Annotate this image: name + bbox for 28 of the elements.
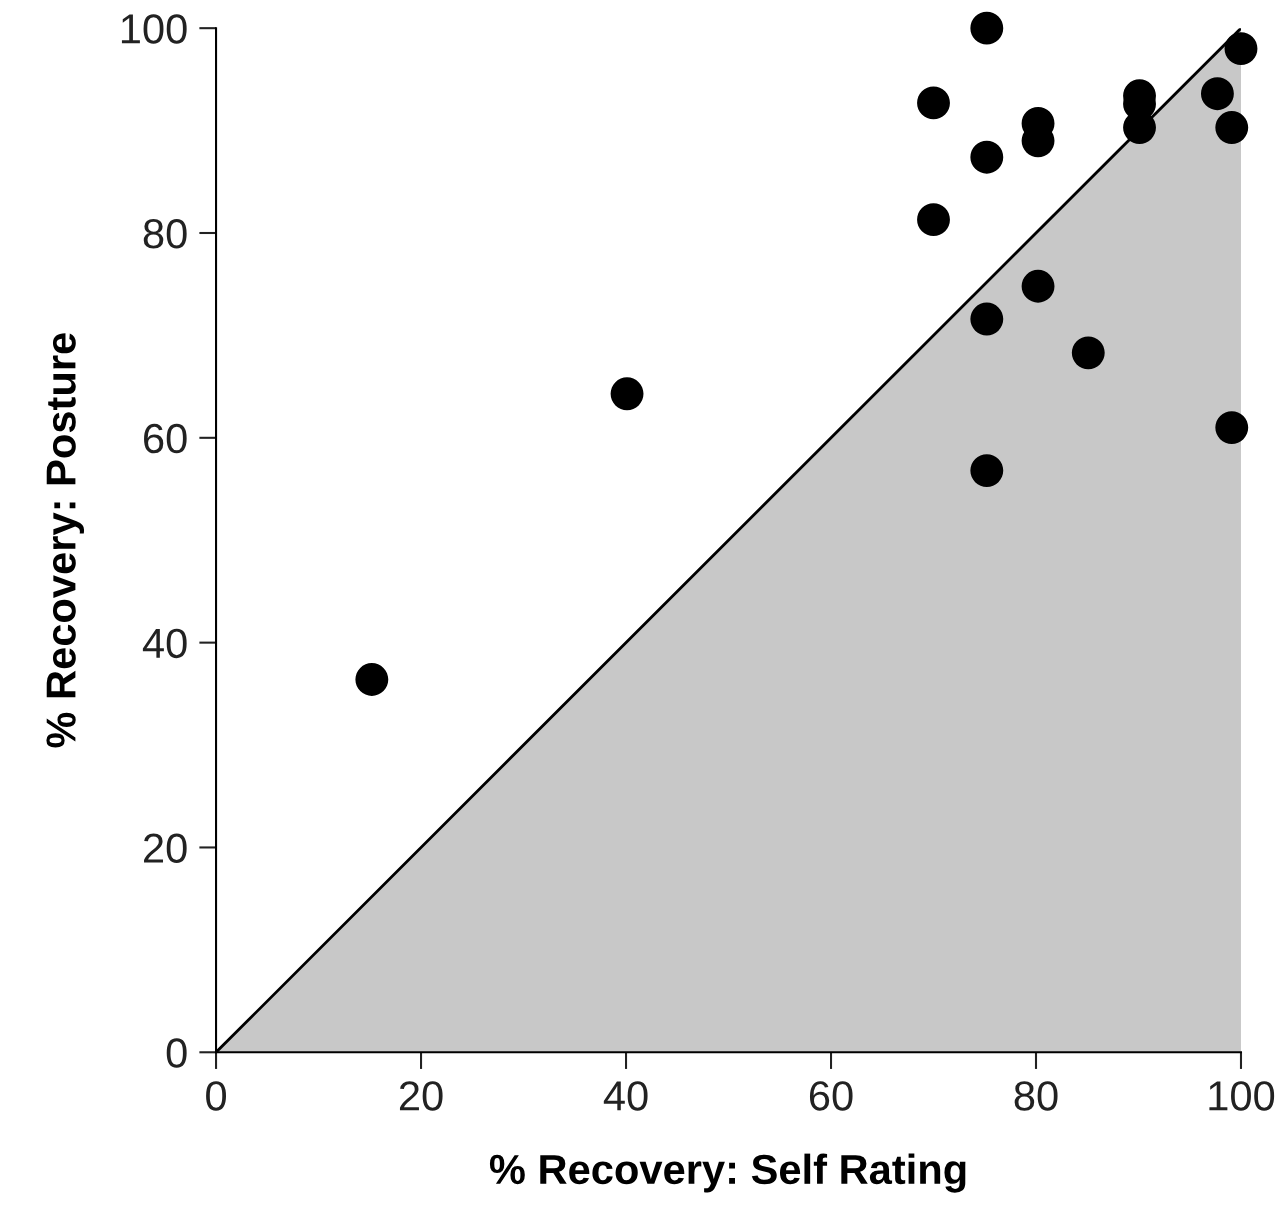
y-tick-label: 20 (144, 833, 187, 863)
x-tick-label: 0 (206, 1081, 227, 1111)
point (917, 86, 950, 120)
y-tick-label: 60 (144, 423, 187, 454)
y-tick-label: 80 (143, 219, 187, 249)
point (1021, 269, 1055, 303)
x-tick-label: 60 (809, 1081, 853, 1111)
y-tick-label: 0 (166, 1038, 187, 1068)
point (970, 302, 1004, 336)
y-tick-label: 40 (142, 628, 187, 659)
point (355, 663, 389, 696)
point (917, 203, 950, 237)
point (1224, 32, 1258, 66)
x-tick-label: 40 (603, 1081, 648, 1111)
x-axis-title: % Recovery: Self Rating (489, 1153, 966, 1193)
point (1215, 411, 1249, 445)
y-axis-title: % Recovery: Posture (46, 333, 85, 748)
y-tick-label: 100 (121, 14, 187, 44)
point (970, 11, 1004, 45)
x-tick-label: 20 (399, 1081, 443, 1111)
x-tick-label: 100 (1209, 1081, 1275, 1111)
point (1215, 111, 1249, 144)
point (610, 377, 644, 411)
x-tick-label: 80 (1014, 1081, 1058, 1111)
point (1200, 77, 1234, 111)
point (970, 454, 1004, 488)
point (970, 140, 1004, 174)
point (1071, 336, 1105, 370)
